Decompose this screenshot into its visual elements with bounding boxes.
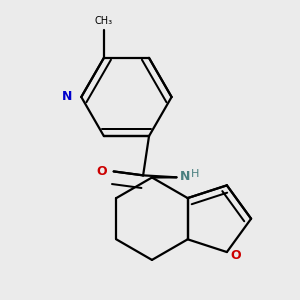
Text: O: O [230, 250, 241, 262]
Text: N: N [62, 91, 73, 103]
Text: CH₃: CH₃ [95, 16, 113, 26]
Text: N: N [180, 170, 190, 183]
Text: O: O [96, 164, 106, 178]
Text: H: H [190, 169, 199, 179]
